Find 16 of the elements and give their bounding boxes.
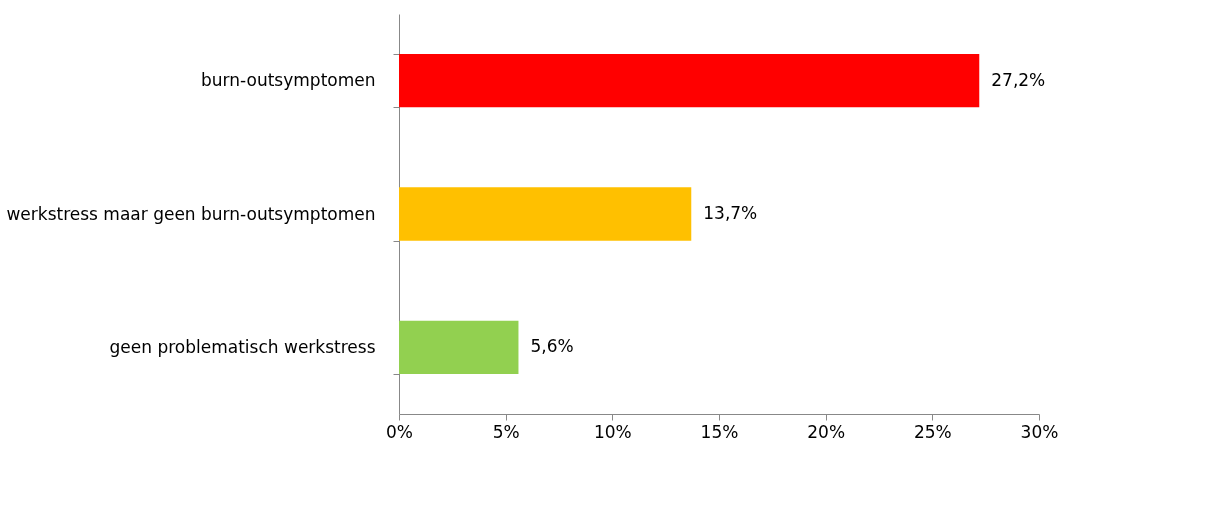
y-tick-label: werkstress maar geen burn-outsymptomen [6,203,376,224]
y-tick-label: burn-outsymptomen [201,70,376,91]
x-tick-label: 25% [913,421,952,442]
x-tick-label: 20% [807,421,846,442]
data-label: 27,2% [991,69,1046,90]
data-label: 5,6% [530,336,574,357]
bar [399,320,519,374]
data-label: 13,7% [703,203,758,223]
x-tick-label: 0% [386,421,413,442]
bar [399,187,692,241]
bar [399,54,980,108]
x-tick-label: 5% [492,421,520,442]
x-tick-label: 30% [1020,421,1059,442]
y-tick-label: geen problematisch werkstress [109,336,376,357]
x-tick-label: 10% [593,421,632,442]
x-tick-label: 15% [700,421,739,442]
